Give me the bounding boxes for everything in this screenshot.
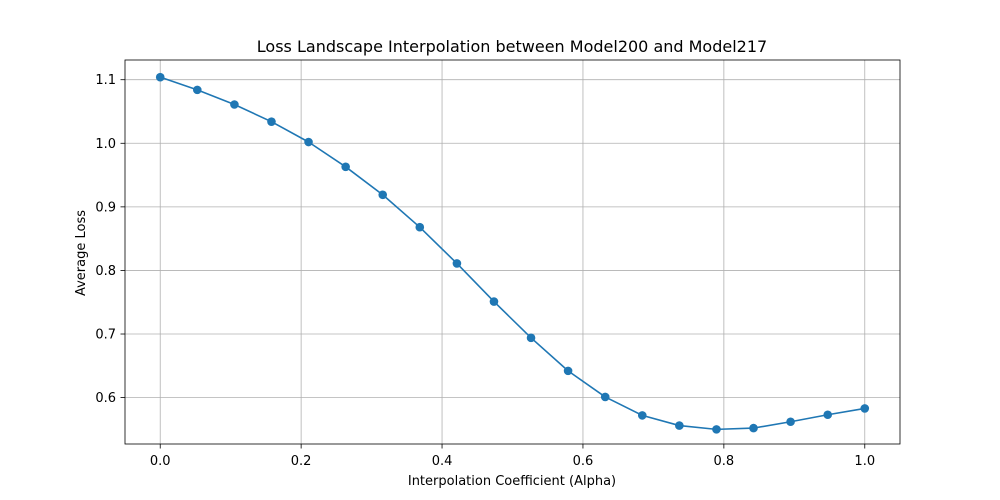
y-tick-label: 1.0 bbox=[95, 137, 116, 152]
data-point bbox=[192, 85, 202, 95]
data-point bbox=[860, 404, 870, 413]
data-point bbox=[230, 100, 239, 109]
data-point bbox=[637, 411, 647, 420]
data-point bbox=[452, 259, 462, 268]
x-axis-label: Interpolation Coefficient (Alpha) bbox=[408, 474, 616, 489]
series-line bbox=[159, 76, 865, 431]
data-point bbox=[563, 366, 573, 376]
plot-frame bbox=[124, 59, 901, 445]
x-tick-label: 1.0 bbox=[854, 454, 875, 469]
y-axis-label: Average Loss bbox=[74, 210, 89, 296]
y-tick-label: 0.8 bbox=[95, 264, 116, 279]
x-tick-label: 0.6 bbox=[573, 454, 594, 469]
data-point bbox=[304, 137, 313, 147]
x-tick-label: 0.8 bbox=[714, 454, 735, 469]
axes bbox=[124, 59, 901, 445]
data-point bbox=[341, 162, 350, 172]
x-tick-label: 0.2 bbox=[291, 454, 312, 469]
ticks: 0.0 0.2 0.4 0.6 0.8 1.0 0.6 0.7 0.8 0.9 1.0 1.1 bbox=[95, 73, 875, 469]
data-point bbox=[378, 190, 388, 200]
grid bbox=[125, 60, 900, 444]
y-tick-label: 0.6 bbox=[95, 391, 116, 406]
data-point bbox=[526, 333, 536, 343]
data-point bbox=[675, 421, 684, 430]
x-tick-label: 0.0 bbox=[150, 454, 171, 469]
series-layer bbox=[155, 72, 870, 434]
data-point bbox=[749, 423, 758, 433]
data-point bbox=[489, 297, 499, 306]
chart-title: Loss Landscape Interpolation between Mod… bbox=[257, 37, 767, 56]
x-tick-label: 0.4 bbox=[432, 454, 453, 469]
y-tick-label: 0.7 bbox=[95, 328, 116, 343]
data-point bbox=[600, 392, 610, 402]
data-point bbox=[267, 117, 276, 126]
y-tick-label: 0.9 bbox=[95, 200, 116, 215]
y-tick-label: 1.1 bbox=[95, 73, 116, 88]
data-point bbox=[155, 72, 165, 82]
data-point bbox=[786, 417, 795, 427]
data-point bbox=[823, 410, 833, 420]
data-point bbox=[712, 425, 721, 434]
data-point bbox=[415, 222, 425, 232]
